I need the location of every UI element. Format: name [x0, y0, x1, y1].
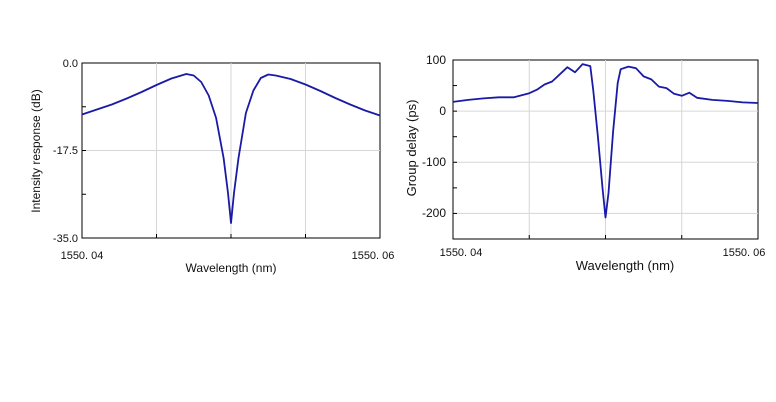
group-delay-chart: 100 0 -100 -200 1550. 04 1550. 06 Wavele…	[404, 53, 765, 273]
y-tick-label: -100	[422, 155, 446, 169]
group-delay-line	[452, 63, 759, 219]
x-tick-label: 1550. 06	[723, 247, 766, 259]
x-tick-label: 1550. 06	[352, 250, 395, 262]
y-tick-label: -17.5	[53, 145, 78, 157]
y-tick-label: -200	[422, 206, 446, 220]
y-axis-label: Group delay (ps)	[404, 100, 419, 197]
intensity-response-line	[81, 73, 381, 224]
x-tick-label: 1550. 04	[61, 250, 104, 262]
x-tick-label: 1550. 04	[440, 247, 483, 259]
y-tick-label: 0	[439, 104, 446, 118]
x-axis-label: Wavelength (nm)	[576, 258, 675, 273]
x-axis-label: Wavelength (nm)	[186, 261, 277, 275]
y-tick-label: 0.0	[63, 58, 78, 70]
y-axis-label: Intensity response (dB)	[29, 89, 43, 212]
intensity-response-chart: 0.0 -17.5 -35.0 1550. 04 1550. 06 Wavele…	[29, 58, 394, 275]
y-tick-label: 100	[426, 53, 446, 67]
y-tick-label: -35.0	[53, 233, 78, 245]
